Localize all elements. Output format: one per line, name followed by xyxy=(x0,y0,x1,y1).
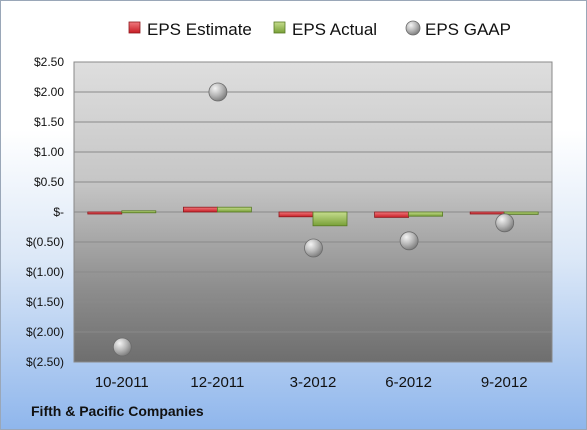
eps-gaap-point xyxy=(208,82,228,102)
y-tick-label: $(0.50) xyxy=(26,235,64,249)
y-tick-label: $(1.00) xyxy=(26,265,64,279)
y-tick-label: $1.00 xyxy=(34,145,64,159)
eps-actual-bar xyxy=(121,210,157,214)
y-tick-label: $- xyxy=(53,205,64,219)
x-tick-label: 10-2011 xyxy=(95,374,149,391)
y-tick-label: $(2.00) xyxy=(26,325,64,339)
legend-actual-swatch xyxy=(273,21,286,34)
eps-gaap-point xyxy=(495,213,515,233)
legend-estimate-swatch xyxy=(128,21,141,34)
eps-actual-bar xyxy=(503,211,539,215)
eps-estimate-bar xyxy=(469,211,505,215)
eps-gaap-point xyxy=(304,238,323,258)
legend-label: EPS Actual xyxy=(292,20,377,39)
eps-estimate-bar xyxy=(278,211,314,218)
bars xyxy=(87,206,539,227)
gaap-points xyxy=(112,82,515,357)
y-tick-label: $2.00 xyxy=(34,85,64,99)
x-tick-label: 3-2012 xyxy=(290,374,337,391)
legend-label: EPS Estimate xyxy=(147,20,252,39)
legend-label: EPS GAAP xyxy=(425,20,511,39)
y-tick-label: $(1.50) xyxy=(26,295,64,309)
x-axis: 10-2011 12-2011 3-2012 6-2012 9-2012 xyxy=(95,374,528,391)
y-axis: $2.50 $2.00 $1.50 $1.00 $0.50 $- $(0.50) $(1.00… xyxy=(26,55,64,369)
y-tick-label: $2.50 xyxy=(34,55,64,69)
y-tick-label: $1.50 xyxy=(34,115,64,129)
eps-estimate-bar xyxy=(87,211,123,215)
eps-actual-bar xyxy=(216,206,252,213)
y-tick-label: $(2.50) xyxy=(26,355,64,369)
eps-gaap-point xyxy=(399,231,419,251)
legend: EPS Estimate EPS Actual EPS GAAP xyxy=(128,20,511,39)
x-tick-label: 12-2011 xyxy=(190,374,244,391)
company-name: Fifth & Pacific Companies xyxy=(31,403,204,419)
eps-actual-bar xyxy=(312,211,348,227)
eps-gaap-point xyxy=(112,337,132,357)
eps-estimate-bar xyxy=(374,211,410,218)
y-tick-label: $0.50 xyxy=(34,175,64,189)
eps-actual-bar xyxy=(408,211,444,217)
legend-gaap-swatch xyxy=(405,20,421,36)
eps-estimate-bar xyxy=(182,206,218,213)
x-tick-label: 6-2012 xyxy=(385,374,432,391)
x-tick-label: 9-2012 xyxy=(481,374,528,391)
